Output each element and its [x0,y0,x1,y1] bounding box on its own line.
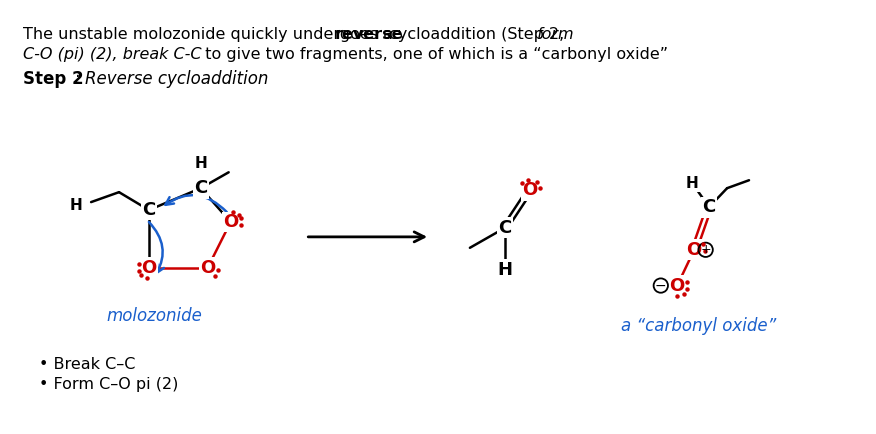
Text: O: O [223,213,238,231]
Text: C-O (pi) (2), break C-C: C-O (pi) (2), break C-C [24,47,201,62]
Text: C: C [498,219,512,237]
Text: C: C [194,179,208,197]
Text: H: H [498,261,512,279]
Text: form: form [537,27,575,42]
Text: molozonide: molozonide [106,307,202,326]
Text: a “carbonyl oxide”: a “carbonyl oxide” [621,317,777,335]
Text: C: C [142,201,156,219]
Text: Step 2: Step 2 [24,70,84,88]
Text: cycloaddition (Step 2,: cycloaddition (Step 2, [385,27,569,42]
Text: +: + [700,243,711,256]
Text: Reverse cycloaddition: Reverse cycloaddition [85,70,269,88]
Text: C: C [703,198,716,216]
Text: H: H [70,197,82,213]
Text: O: O [141,259,157,276]
Text: O: O [687,241,702,259]
Text: O: O [200,259,215,276]
Text: H: H [686,176,698,191]
Text: O: O [522,181,537,199]
Text: −: − [655,279,667,293]
Text: The unstable molozonide quickly undergoes a: The unstable molozonide quickly undergoe… [24,27,399,42]
Text: • Break C–C: • Break C–C [39,357,136,372]
Text: :: : [75,70,86,88]
Text: • Form C–O pi (2): • Form C–O pi (2) [39,377,179,392]
Text: to give two fragments, one of which is a “carbonyl oxide”: to give two fragments, one of which is a… [194,47,668,62]
Text: H: H [194,156,207,171]
Text: O: O [669,276,685,295]
Text: reverse: reverse [335,27,403,42]
